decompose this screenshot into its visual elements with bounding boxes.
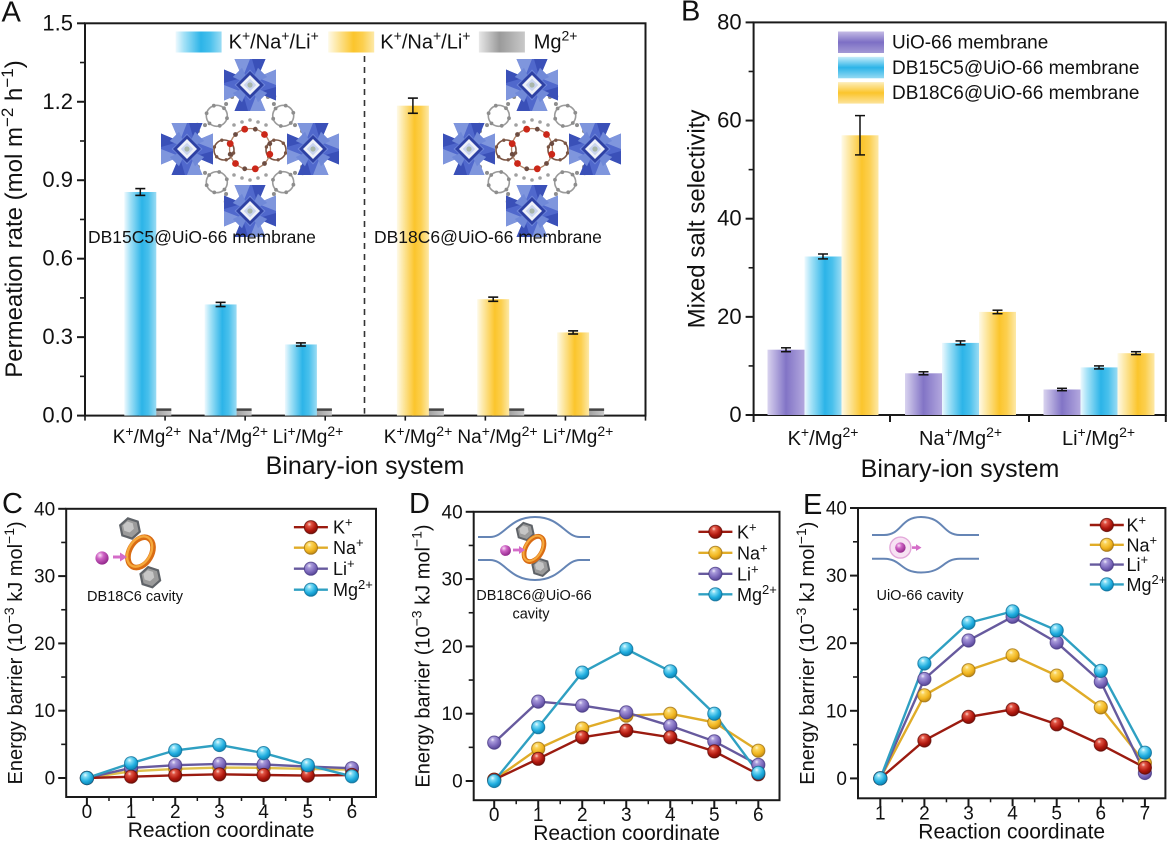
svg-text:cavity: cavity <box>512 607 550 623</box>
svg-text:Reaction coordinate: Reaction coordinate <box>918 820 1105 843</box>
svg-text:Energy barrier (10−3 kJ mol−1): Energy barrier (10−3 kJ mol−1) <box>409 524 435 787</box>
svg-text:C: C <box>2 488 23 520</box>
svg-text:30: 30 <box>442 570 463 591</box>
svg-text:Na+/Mg2+: Na+/Mg2+ <box>457 423 537 448</box>
svg-text:2: 2 <box>170 802 181 823</box>
svg-text:D: D <box>409 488 430 520</box>
svg-text:1: 1 <box>126 802 137 823</box>
svg-text:DB18C6@UiO-66 membrane: DB18C6@UiO-66 membrane <box>374 227 602 247</box>
svg-text:0: 0 <box>836 769 847 790</box>
svg-text:6: 6 <box>753 805 764 826</box>
svg-text:Mg2+: Mg2+ <box>333 577 373 600</box>
svg-text:3: 3 <box>963 803 974 824</box>
svg-text:10: 10 <box>442 704 463 725</box>
svg-text:Reaction coordinate: Reaction coordinate <box>128 819 315 842</box>
svg-text:10: 10 <box>826 701 847 722</box>
svg-text:0: 0 <box>82 802 93 823</box>
svg-text:B: B <box>681 0 700 28</box>
svg-text:DB15C5@UiO-66 membrane: DB15C5@UiO-66 membrane <box>88 227 316 247</box>
svg-text:20: 20 <box>826 634 847 655</box>
svg-text:Na+/Mg2+: Na+/Mg2+ <box>188 423 268 448</box>
svg-text:5: 5 <box>1051 803 1062 824</box>
svg-text:4: 4 <box>258 802 269 823</box>
svg-text:3: 3 <box>621 805 632 826</box>
svg-text:E: E <box>803 489 822 521</box>
svg-text:Reaction coordinate: Reaction coordinate <box>533 822 720 845</box>
svg-text:6: 6 <box>1096 803 1107 824</box>
svg-text:20: 20 <box>442 637 463 658</box>
svg-text:0: 0 <box>729 402 741 427</box>
svg-text:60: 60 <box>717 108 741 133</box>
svg-text:DB18C6@UiO-66 membrane: DB18C6@UiO-66 membrane <box>892 83 1139 104</box>
svg-text:DB18C6 cavity: DB18C6 cavity <box>87 589 184 605</box>
svg-text:K+: K+ <box>333 515 353 538</box>
svg-text:K+/Na+/Li+: K+/Na+/Li+ <box>380 28 470 54</box>
svg-text:Na+/Mg2+: Na+/Mg2+ <box>919 424 1002 450</box>
svg-text:Li+: Li+ <box>333 556 355 579</box>
svg-text:0.0: 0.0 <box>42 403 73 428</box>
svg-text:1.2: 1.2 <box>42 89 73 114</box>
svg-text:0: 0 <box>45 769 56 790</box>
svg-text:Energy barrier (10−3 kJ mol−1): Energy barrier (10−3 kJ mol−1) <box>793 522 819 785</box>
svg-text:0.6: 0.6 <box>42 246 73 271</box>
svg-text:Permeation rate (mol m−2 h−1): Permeation rate (mol m−2 h−1) <box>0 60 28 378</box>
svg-text:Li+/Mg2+: Li+/Mg2+ <box>543 423 614 448</box>
svg-text:K+/Mg2+: K+/Mg2+ <box>384 423 453 448</box>
svg-text:Energy barrier (10−3 kJ mol−1): Energy barrier (10−3 kJ mol−1) <box>1 521 27 784</box>
svg-text:Mg2+: Mg2+ <box>534 28 578 54</box>
svg-text:K+: K+ <box>737 519 757 542</box>
svg-text:UiO-66 membrane: UiO-66 membrane <box>892 33 1048 54</box>
svg-text:30: 30 <box>826 566 847 587</box>
svg-text:1.5: 1.5 <box>42 10 73 35</box>
svg-text:Na+: Na+ <box>1127 532 1158 555</box>
svg-text:1: 1 <box>875 803 886 824</box>
svg-text:Mixed salt selectivity: Mixed salt selectivity <box>684 110 711 329</box>
svg-text:0: 0 <box>489 805 500 826</box>
svg-text:Binary-ion system: Binary-ion system <box>266 452 465 480</box>
svg-text:10: 10 <box>34 701 55 722</box>
svg-text:5: 5 <box>302 802 313 823</box>
svg-text:3: 3 <box>214 802 225 823</box>
svg-text:Li+: Li+ <box>737 561 759 584</box>
svg-text:0.3: 0.3 <box>42 324 73 349</box>
svg-text:Na+: Na+ <box>333 535 364 558</box>
svg-text:Mg2+: Mg2+ <box>737 582 777 605</box>
svg-text:4: 4 <box>1007 803 1018 824</box>
svg-text:40: 40 <box>717 206 741 231</box>
svg-text:30: 30 <box>34 567 55 588</box>
svg-text:Li+/Mg2+: Li+/Mg2+ <box>1062 424 1135 450</box>
svg-text:0.9: 0.9 <box>42 167 73 192</box>
svg-text:0: 0 <box>452 772 463 793</box>
svg-text:K+/Mg2+: K+/Mg2+ <box>788 424 859 450</box>
svg-text:4: 4 <box>665 805 676 826</box>
svg-text:40: 40 <box>442 502 463 523</box>
svg-text:Binary-ion system: Binary-ion system <box>861 455 1060 483</box>
svg-text:7: 7 <box>1140 803 1151 824</box>
svg-text:6: 6 <box>347 802 358 823</box>
svg-text:5: 5 <box>709 805 720 826</box>
svg-text:Mg2+: Mg2+ <box>1127 572 1167 595</box>
svg-text:20: 20 <box>34 634 55 655</box>
svg-text:DB15C5@UiO-66 membrane: DB15C5@UiO-66 membrane <box>892 58 1139 79</box>
svg-text:80: 80 <box>717 9 741 34</box>
svg-text:Li+/Mg2+: Li+/Mg2+ <box>273 423 344 448</box>
svg-text:2: 2 <box>577 805 588 826</box>
svg-text:20: 20 <box>717 304 741 329</box>
svg-text:K+/Mg2+: K+/Mg2+ <box>113 423 182 448</box>
svg-text:Na+: Na+ <box>737 540 768 563</box>
svg-text:Li+: Li+ <box>1127 552 1149 575</box>
svg-text:DB18C6@UiO-66: DB18C6@UiO-66 <box>476 588 591 604</box>
svg-text:40: 40 <box>826 499 847 520</box>
svg-text:K+: K+ <box>1127 513 1147 536</box>
svg-text:A: A <box>2 0 22 29</box>
svg-text:40: 40 <box>34 499 55 520</box>
svg-text:K+/Na+/Li+: K+/Na+/Li+ <box>229 28 319 54</box>
svg-text:1: 1 <box>533 805 544 826</box>
svg-text:2: 2 <box>919 803 930 824</box>
svg-text:UiO-66 cavity: UiO-66 cavity <box>876 588 964 604</box>
